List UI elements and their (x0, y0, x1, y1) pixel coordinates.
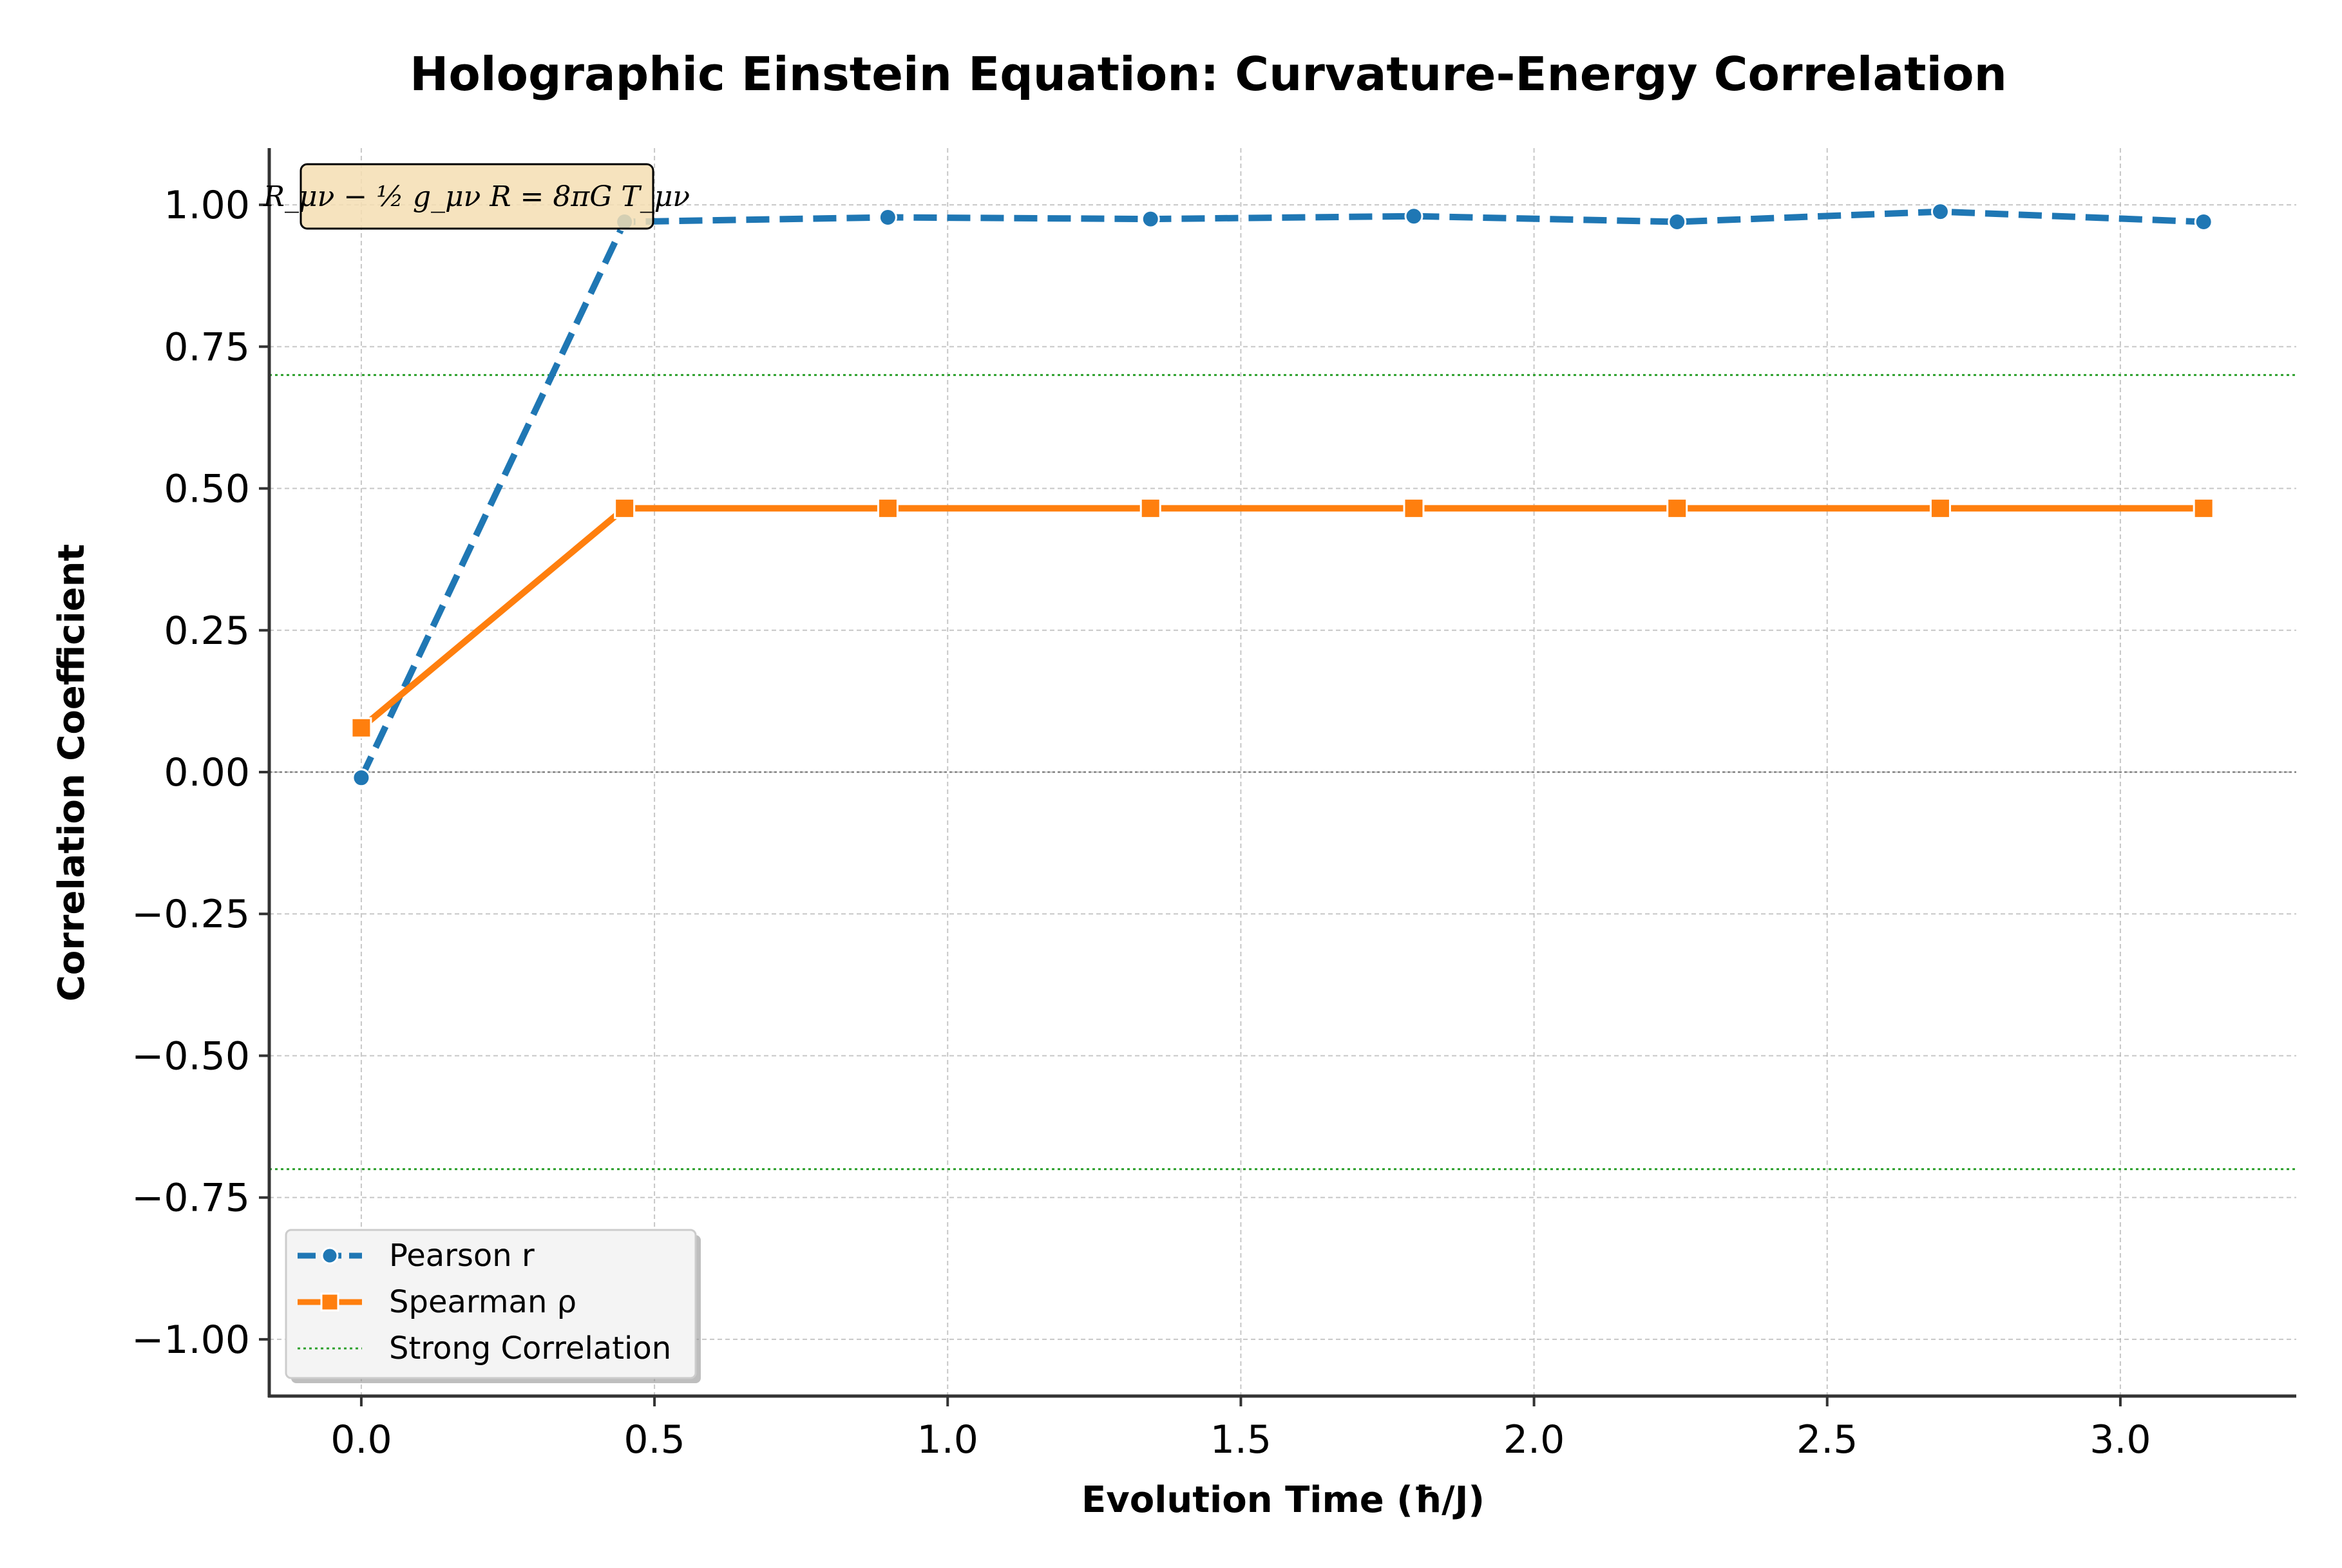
spearman-line (359, 505, 2204, 731)
pearson-line (358, 208, 2204, 779)
x-axis-label: Evolution Time (ħ/J) (1081, 1479, 1485, 1521)
spearman-point (1929, 497, 1951, 519)
x-tick-label: 0.0 (330, 1417, 392, 1462)
legend-pearson-marker (321, 1247, 339, 1265)
x-tick-label: 1.5 (1210, 1417, 1271, 1462)
legend-entry-spearman[interactable]: Spearman ρ (298, 1284, 576, 1320)
annotation-box (300, 163, 654, 230)
spearman-point (350, 717, 372, 739)
chart-title: Holographic Einstein Equation: Curvature… (410, 47, 2007, 101)
y-axis-label: Correlation Coefficient (51, 544, 93, 1002)
pearson-point (1404, 207, 1423, 226)
pearson-point (1141, 209, 1160, 229)
legend-box (285, 1229, 697, 1379)
y-tick-label: 0.50 (164, 467, 250, 512)
y-tick-label: 0.75 (164, 325, 250, 370)
spearman-point (1666, 497, 1688, 519)
x-tick-label: 1.0 (917, 1417, 978, 1462)
equation-annotation: R_μν − ½ g_μν R = 8πG T_μν (263, 163, 690, 230)
legend-spearman-marker (320, 1292, 339, 1312)
annotation-text: R_μν − ½ g_μν R = 8πG T_μν (263, 180, 690, 213)
legend-label-spearman: Spearman ρ (389, 1284, 576, 1320)
x-tick-label: 0.5 (624, 1417, 685, 1462)
reference-lines (269, 373, 2296, 1171)
pearson-point (878, 207, 897, 227)
x-tick-label: 2.5 (1796, 1417, 1858, 1462)
y-tick-label: −0.75 (131, 1176, 250, 1221)
y-tick-label: −0.25 (131, 892, 250, 937)
y-tick-label: −0.50 (131, 1034, 250, 1079)
pearson-point (1668, 213, 1687, 232)
y-tick-label: 1.00 (164, 183, 250, 228)
legend-label-pearson: Pearson r (389, 1238, 535, 1274)
ticks: 0.0 0.5 1.0 1.5 2.0 2.5 3.0 1.00 0.75 0.50 0.25 0.0… (131, 183, 2151, 1462)
legend-entry-strong-correlation[interactable]: Strong Correlation (298, 1330, 671, 1366)
x-tick-label: 2.0 (1503, 1417, 1565, 1462)
legend-label-strong-correlation: Strong Correlation (389, 1330, 671, 1366)
y-tick-label: −1.00 (131, 1318, 250, 1363)
spearman-point (1403, 497, 1425, 519)
x-tick-label: 3.0 (2090, 1417, 2151, 1462)
pearson-point (2194, 213, 2213, 232)
spearman-point (2193, 497, 2214, 519)
grid (269, 148, 2296, 1396)
spearman-point (877, 497, 899, 519)
pearson-point (352, 768, 371, 788)
pearson-point (1930, 202, 1950, 222)
y-tick-label: 0.25 (164, 609, 250, 654)
legend[interactable]: Pearson r Spearman ρ Strong Correlation (285, 1229, 701, 1383)
y-tick-label: 0.00 (164, 750, 250, 795)
spearman-point (1139, 497, 1161, 519)
legend-entry-pearson[interactable]: Pearson r (298, 1238, 535, 1274)
data-series (350, 202, 2214, 788)
spearman-point (614, 497, 636, 519)
